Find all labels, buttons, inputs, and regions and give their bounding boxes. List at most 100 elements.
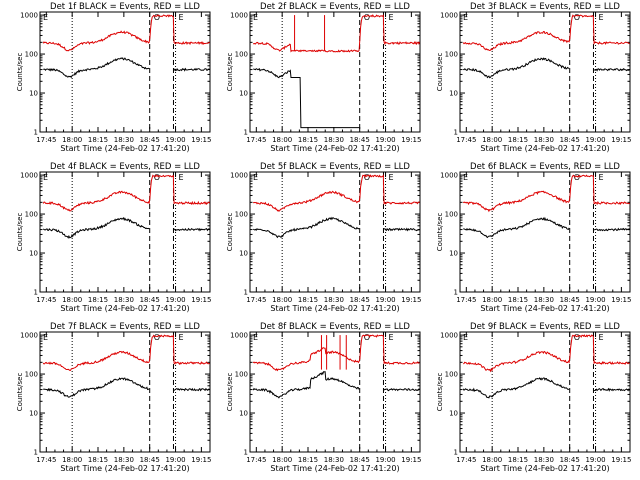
y-tick-label: 10 <box>239 410 248 418</box>
panel-title: Det 9f BLACK = Events, RED = LLD <box>470 322 620 332</box>
y-tick-label: 1 <box>34 129 38 137</box>
events-series-line <box>463 216 631 239</box>
y-tick-label: 10 <box>449 410 458 418</box>
x-axis-label: Start Time (24-Feb-02 17:41:20) <box>270 304 399 313</box>
lld-series-line <box>463 334 630 373</box>
x-tick-label: 17:45 <box>246 296 266 304</box>
x-tick-label: 18:15 <box>508 296 528 304</box>
x-tick-label: 18:45 <box>560 136 580 144</box>
x-tick-label: 18:30 <box>534 296 554 304</box>
lld-series-line <box>462 174 631 213</box>
panel-title: Det 4f BLACK = Events, RED = LLD <box>50 162 200 172</box>
x-tick-label: 18:30 <box>114 456 134 464</box>
x-tick-label: 17:45 <box>246 456 266 464</box>
x-tick-label: 18:30 <box>324 296 344 304</box>
events-series-line <box>252 216 420 239</box>
panel-title: Det 2f BLACK = Events, RED = LLD <box>260 2 410 12</box>
x-tick-label: 18:00 <box>482 296 502 304</box>
x-tick-label: 18:15 <box>88 136 108 144</box>
axes-frame <box>39 11 211 133</box>
lld-series-line <box>252 334 420 372</box>
x-tick-label: 18:30 <box>114 296 134 304</box>
x-tick-label: 18:15 <box>298 296 318 304</box>
y-tick-label: 1 <box>454 449 458 457</box>
x-tick-label: 19:00 <box>375 456 395 464</box>
detector-panel-9: Det 9f BLACK = Events, RED = LLD 1 10 100 10… <box>436 322 631 473</box>
y-tick-label: 1 <box>244 289 248 297</box>
y-axis-label: Counts/sec <box>436 373 444 412</box>
axes-frame <box>249 331 421 453</box>
x-tick-label: 18:00 <box>272 456 292 464</box>
x-tick-label: 18:45 <box>140 456 160 464</box>
x-tick-label: 18:45 <box>140 136 160 144</box>
axes-frame <box>39 331 211 453</box>
axes-frame <box>459 171 631 293</box>
x-tick-label: 19:15 <box>611 456 631 464</box>
x-tick-label: 18:15 <box>88 296 108 304</box>
y-axis-label: Counts/sec <box>16 213 24 252</box>
y-axis-label: Counts/sec <box>226 213 234 252</box>
events-series-line <box>43 57 210 79</box>
events-series-line <box>463 57 630 79</box>
x-axis-label: Start Time (24-Feb-02 17:41:20) <box>60 304 189 313</box>
x-tick-label: 19:00 <box>585 296 605 304</box>
panel-title: Det 7f BLACK = Events, RED = LLD <box>50 322 200 332</box>
axes-frame <box>459 331 631 453</box>
y-tick-label: 10 <box>449 250 458 258</box>
y-tick-label: 100 <box>25 211 38 219</box>
events-series-line <box>253 67 360 129</box>
x-tick-label: 18:45 <box>560 296 580 304</box>
x-tick-label: 18:00 <box>272 136 292 144</box>
peak-marker: O <box>154 173 160 182</box>
x-tick-label: 19:15 <box>611 296 631 304</box>
end-marker: E <box>178 13 183 22</box>
axes-frame <box>249 11 421 133</box>
x-tick-label: 17:45 <box>36 296 56 304</box>
x-axis-label: Start Time (24-Feb-02 17:41:20) <box>480 464 609 473</box>
peak-marker: O <box>364 173 370 182</box>
y-tick-label: 1 <box>454 289 458 297</box>
y-tick-label: 1 <box>454 129 458 137</box>
panel-title: Det 3f BLACK = Events, RED = LLD <box>470 2 620 12</box>
end-marker: E <box>598 333 603 342</box>
detector-panel-1: Det 1f BLACK = Events, RED = LLD 1 10 100 10… <box>16 2 211 153</box>
lld-series-line <box>252 14 421 53</box>
y-axis-label: Counts/sec <box>16 53 24 92</box>
x-tick-label: 18:00 <box>482 456 502 464</box>
detector-panel-6: Det 6f BLACK = Events, RED = LLD 1 10 100 10… <box>436 162 631 313</box>
x-tick-label: 18:15 <box>298 136 318 144</box>
end-marker: E <box>598 173 603 182</box>
x-tick-label: 18:00 <box>62 456 82 464</box>
x-tick-label: 18:45 <box>350 456 370 464</box>
start-marker: E <box>253 333 258 342</box>
panel-title: Det 5f BLACK = Events, RED = LLD <box>260 162 410 172</box>
peak-marker: O <box>574 13 580 22</box>
x-tick-label: 18:30 <box>324 136 344 144</box>
y-tick-label: 100 <box>25 371 38 379</box>
start-marker: E <box>253 13 258 22</box>
lld-series-line <box>42 334 210 371</box>
y-tick-label: 100 <box>235 51 248 59</box>
x-axis-label: Start Time (24-Feb-02 17:41:20) <box>270 464 399 473</box>
y-tick-label: 1000 <box>230 12 248 20</box>
end-marker: E <box>388 173 393 182</box>
y-tick-label: 1 <box>34 289 38 297</box>
start-marker: E <box>253 173 258 182</box>
detector-panel-8: Det 8f BLACK = Events, RED = LLD 1 10 100 10… <box>226 322 421 473</box>
x-axis-label: Start Time (24-Feb-02 17:41:20) <box>60 144 189 153</box>
x-tick-label: 18:30 <box>534 136 554 144</box>
y-tick-label: 1000 <box>20 12 38 20</box>
x-tick-label: 19:15 <box>401 296 421 304</box>
start-marker: E <box>463 173 468 182</box>
end-marker: E <box>178 173 183 182</box>
x-tick-label: 19:00 <box>375 136 395 144</box>
end-marker: E <box>388 13 393 22</box>
events-series-line <box>42 217 210 239</box>
y-tick-label: 100 <box>235 211 248 219</box>
y-tick-label: 10 <box>29 90 38 98</box>
start-marker: E <box>43 13 48 22</box>
x-tick-label: 18:30 <box>114 136 134 144</box>
detector-panel-2: Det 2f BLACK = Events, RED = LLD 1 10 100 10… <box>226 2 421 153</box>
x-tick-label: 19:00 <box>165 136 185 144</box>
